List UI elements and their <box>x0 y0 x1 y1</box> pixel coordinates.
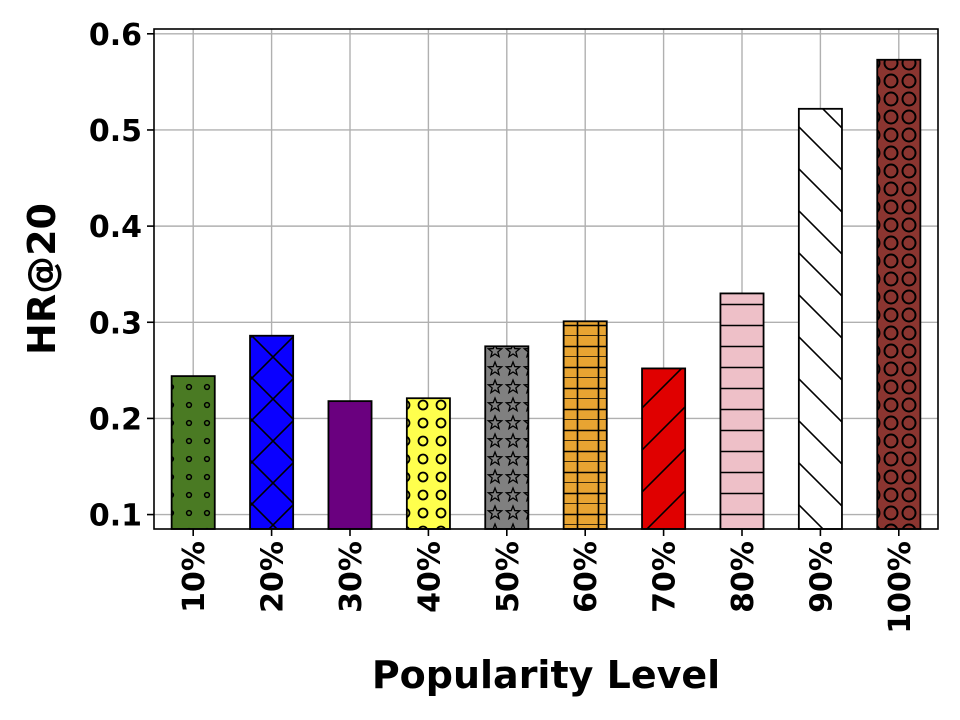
x-tick-label: 40% <box>412 541 447 613</box>
x-tick-label: 90% <box>804 541 839 613</box>
x-tick-label: 100% <box>883 541 918 634</box>
y-tick-label: 0.5 <box>89 114 142 149</box>
bar-80pct <box>719 292 765 530</box>
bar-20pct <box>249 334 295 530</box>
bar-30pct <box>327 400 373 530</box>
bars <box>170 58 922 530</box>
x-axis-label: Popularity Level <box>372 653 720 697</box>
bar-40pct <box>405 397 451 530</box>
bar-100pct <box>876 58 922 530</box>
x-tick-label: 50% <box>491 541 526 613</box>
x-axis-ticks: 10% 20% 30% 40% 50% 60% 70% 80% 90% 100% <box>177 529 918 634</box>
x-tick-label: 30% <box>334 541 369 613</box>
plot-frame <box>153 28 939 530</box>
y-tick-label: 0.3 <box>89 306 142 341</box>
bar-60pct <box>562 320 608 530</box>
y-tick-label: 0.6 <box>89 18 142 53</box>
x-tick-label: 70% <box>648 541 683 613</box>
x-tick-label: 80% <box>726 541 761 613</box>
bar-10pct <box>170 375 216 530</box>
y-tick-label: 0.1 <box>89 499 142 534</box>
x-tick-label: 10% <box>177 541 212 613</box>
x-tick-label: 20% <box>256 541 291 613</box>
bar-90pct <box>797 107 843 530</box>
bar-50pct <box>484 345 530 530</box>
bar-70pct <box>641 367 687 530</box>
y-tick-label: 0.2 <box>89 402 142 437</box>
y-axis-ticks: 0.1 0.2 0.3 0.4 0.5 0.6 <box>89 18 154 534</box>
x-tick-label: 60% <box>569 541 604 613</box>
y-tick-label: 0.4 <box>89 210 142 245</box>
y-axis-label: HR@20 <box>20 203 64 355</box>
